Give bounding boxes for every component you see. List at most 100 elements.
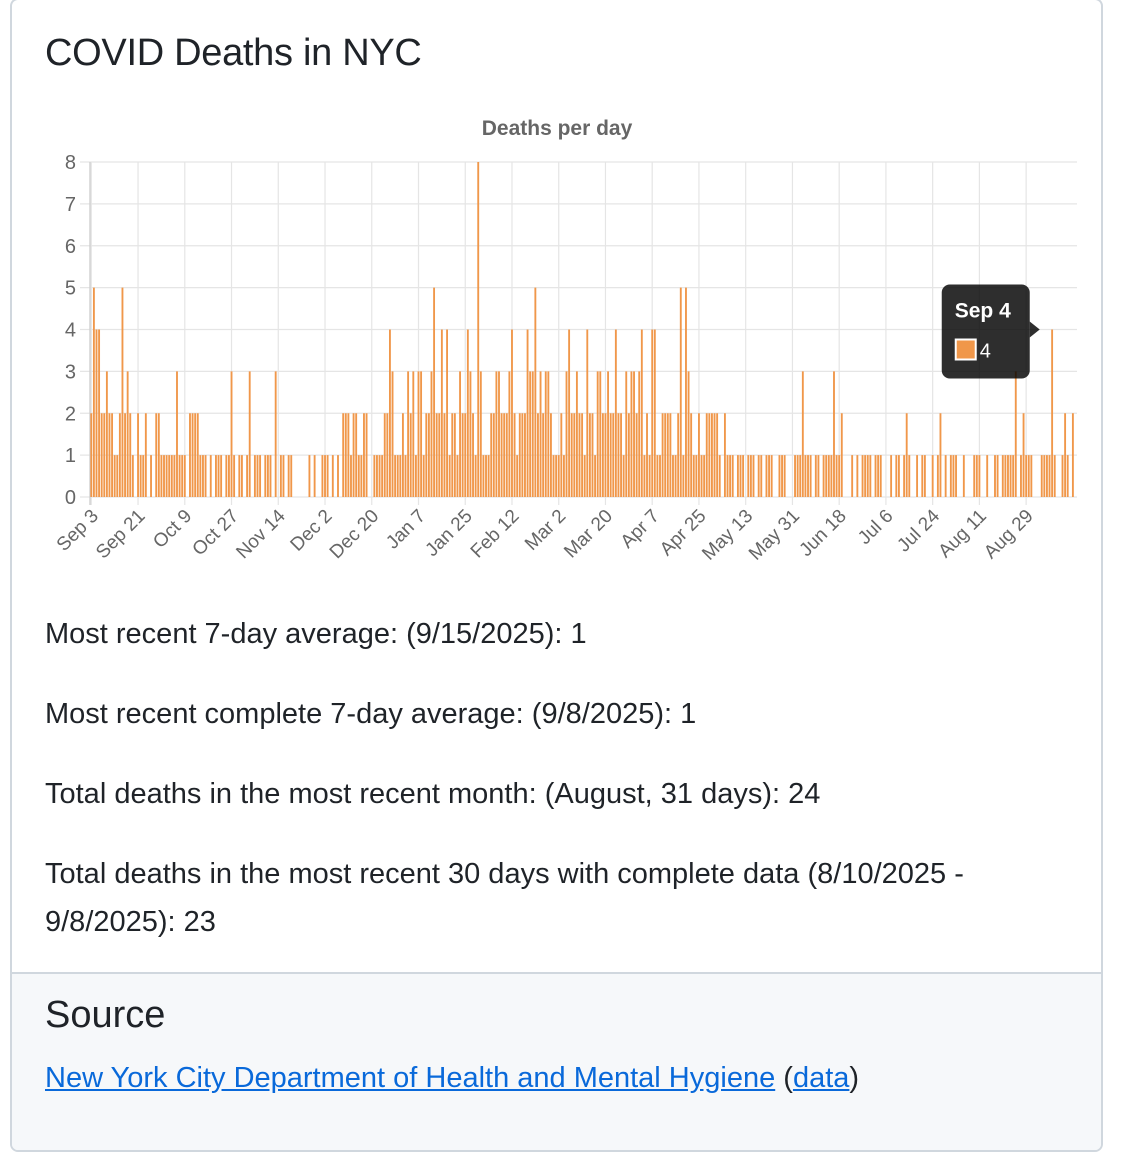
- bar: [955, 455, 957, 497]
- bar: [474, 455, 477, 497]
- bar: [781, 455, 783, 497]
- source-heading: Source: [45, 994, 166, 1036]
- bar: [562, 455, 565, 497]
- bar: [638, 371, 641, 497]
- bar: [337, 455, 339, 497]
- bar: [692, 455, 695, 497]
- bar: [422, 455, 425, 497]
- bar: [1048, 455, 1051, 497]
- bar: [760, 455, 763, 497]
- bar: [324, 455, 326, 497]
- bar: [936, 455, 939, 497]
- bar: [373, 455, 376, 497]
- bar: [482, 455, 485, 497]
- bar: [282, 455, 285, 497]
- bar: [588, 413, 591, 497]
- tooltip-title: Sep 4: [955, 300, 1011, 323]
- y-tick-label: 6: [65, 236, 76, 258]
- bar: [495, 371, 498, 497]
- bar: [513, 413, 516, 497]
- bar: [412, 371, 415, 497]
- bar: [264, 455, 267, 497]
- bar: [425, 413, 428, 497]
- bar: [653, 329, 656, 497]
- bar: [355, 413, 358, 497]
- bar: [464, 413, 467, 497]
- bar: [347, 413, 350, 497]
- bar-series: [90, 162, 1074, 497]
- bar: [215, 455, 217, 497]
- bar: [695, 455, 698, 497]
- bar: [155, 413, 158, 497]
- bar: [583, 455, 586, 497]
- bar: [1043, 455, 1046, 497]
- bar: [1030, 455, 1033, 497]
- bar: [640, 329, 643, 497]
- bar: [833, 371, 835, 497]
- bar: [453, 413, 456, 497]
- bar: [448, 455, 451, 497]
- bar: [350, 455, 352, 497]
- bar: [742, 455, 745, 497]
- bar: [103, 413, 106, 497]
- bar: [690, 413, 693, 497]
- bar: [705, 413, 708, 497]
- bar: [840, 413, 843, 497]
- bar: [962, 455, 965, 497]
- bar: [253, 455, 256, 497]
- bar: [183, 455, 186, 497]
- bar: [435, 413, 438, 497]
- bar: [1004, 455, 1007, 497]
- bar: [877, 455, 880, 497]
- bar: [825, 455, 828, 497]
- bar: [661, 413, 664, 497]
- bar: [256, 455, 259, 497]
- bar: [729, 455, 732, 497]
- bar: [682, 455, 685, 497]
- bar: [150, 455, 152, 497]
- data-link[interactable]: data: [792, 1062, 850, 1094]
- y-tick-label: 2: [65, 403, 76, 425]
- bar: [646, 413, 648, 497]
- bar: [446, 329, 448, 497]
- bar: [524, 413, 526, 497]
- bar: [557, 455, 560, 497]
- bar: [414, 455, 417, 497]
- bar: [1027, 455, 1030, 497]
- bar: [503, 413, 506, 497]
- bar: [905, 413, 908, 497]
- bar: [274, 371, 277, 497]
- bar: [269, 455, 272, 497]
- bar: [1012, 455, 1015, 497]
- bar: [407, 371, 410, 497]
- bar: [677, 413, 680, 497]
- bar: [711, 413, 713, 497]
- bar: [160, 455, 163, 497]
- tooltip-swatch: [954, 338, 977, 361]
- bar: [656, 455, 659, 497]
- bar: [1053, 455, 1056, 497]
- bar: [869, 455, 872, 497]
- y-tick-label: 1: [65, 445, 76, 467]
- bar: [238, 455, 241, 497]
- bar: [516, 455, 519, 497]
- nyc-health-link[interactable]: New York City Department of Health and M…: [45, 1062, 776, 1094]
- x-tick-label: Aug 11: [935, 506, 991, 562]
- bar: [996, 455, 999, 497]
- bar: [547, 371, 550, 497]
- bar: [137, 413, 139, 497]
- bar: [163, 455, 165, 497]
- bar: [357, 455, 360, 497]
- bar: [648, 455, 651, 497]
- bar: [731, 455, 734, 497]
- bar: [217, 455, 220, 497]
- bar: [308, 455, 311, 497]
- bar: [466, 329, 469, 497]
- bar: [521, 413, 524, 497]
- bar: [713, 413, 716, 497]
- bar: [181, 455, 184, 497]
- x-tick-label: Jun 18: [796, 506, 851, 561]
- bar: [176, 371, 178, 497]
- bar: [505, 413, 508, 497]
- bar: [586, 329, 589, 497]
